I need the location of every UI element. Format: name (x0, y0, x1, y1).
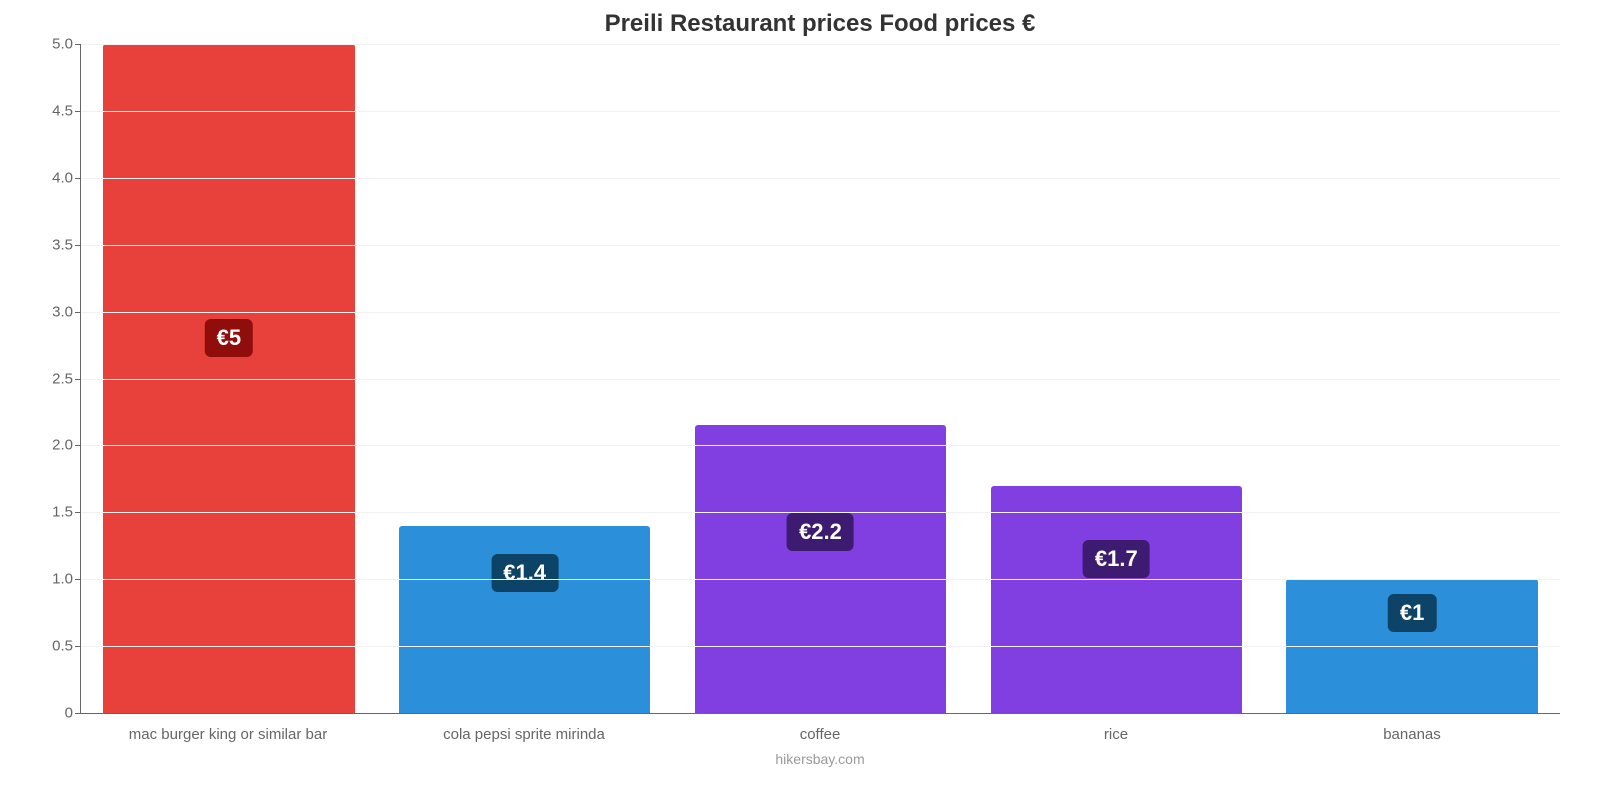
chart-container: Preili Restaurant prices Food prices € €… (0, 0, 1600, 800)
grid-line (81, 312, 1560, 313)
grid-line (81, 512, 1560, 513)
grid-line (81, 245, 1560, 246)
grid-line (81, 111, 1560, 112)
grid-line (81, 579, 1560, 580)
x-axis-label: bananas (1264, 726, 1560, 743)
value-badge: €2.2 (787, 513, 854, 551)
y-tick-mark (75, 579, 81, 580)
value-badge: €5 (205, 319, 253, 357)
y-tick-label: 4.0 (31, 169, 73, 186)
y-tick-mark (75, 379, 81, 380)
y-tick-mark (75, 245, 81, 246)
y-tick-mark (75, 512, 81, 513)
y-tick-mark (75, 312, 81, 313)
y-tick-label: 1.5 (31, 504, 73, 521)
y-tick-label: 4.5 (31, 102, 73, 119)
y-tick-label: 1.0 (31, 571, 73, 588)
y-tick-label: 0.5 (31, 638, 73, 655)
bar (695, 425, 946, 713)
value-badge: €1.4 (491, 554, 558, 592)
y-tick-mark (75, 713, 81, 714)
credit-text: hikersbay.com (80, 751, 1560, 767)
x-axis-label: coffee (672, 726, 968, 743)
grid-line (81, 379, 1560, 380)
x-axis-label: rice (968, 726, 1264, 743)
y-tick-label: 3.5 (31, 236, 73, 253)
y-tick-label: 3.0 (31, 303, 73, 320)
y-tick-mark (75, 445, 81, 446)
y-tick-label: 0 (31, 705, 73, 722)
x-axis-label: mac burger king or similar bar (80, 726, 376, 743)
y-tick-mark (75, 178, 81, 179)
x-axis-labels: mac burger king or similar barcola pepsi… (80, 726, 1560, 743)
value-badge: €1.7 (1083, 540, 1150, 578)
y-tick-label: 5.0 (31, 36, 73, 53)
y-tick-mark (75, 44, 81, 45)
grid-line (81, 646, 1560, 647)
plot-area: €5€1.4€2.2€1.7€1 00.51.01.52.02.53.03.54… (80, 44, 1560, 714)
x-axis-label: cola pepsi sprite mirinda (376, 726, 672, 743)
y-tick-label: 2.0 (31, 437, 73, 454)
grid-line (81, 445, 1560, 446)
y-tick-mark (75, 111, 81, 112)
y-tick-mark (75, 646, 81, 647)
grid-line (81, 44, 1560, 45)
y-tick-label: 2.5 (31, 370, 73, 387)
value-badge: €1 (1388, 594, 1436, 632)
grid-line (81, 178, 1560, 179)
bar (991, 486, 1242, 713)
chart-title: Preili Restaurant prices Food prices € (80, 10, 1560, 38)
